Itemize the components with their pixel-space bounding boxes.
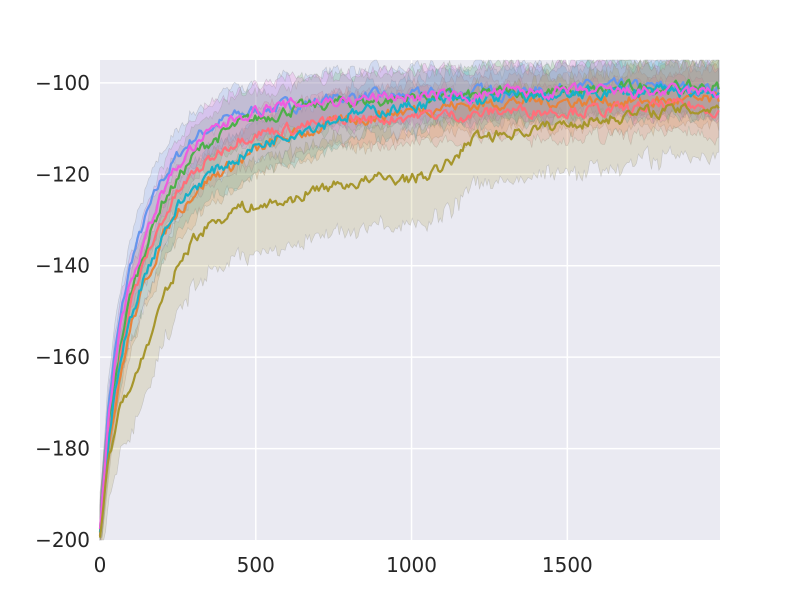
y-tick-label: −160 — [35, 345, 90, 369]
series-line-5 — [98, 82, 720, 529]
series-line-2 — [98, 91, 720, 536]
x-tick-label: 1500 — [542, 553, 593, 577]
y-tick-label: −180 — [35, 437, 90, 461]
x-tick-label: 0 — [94, 553, 107, 577]
y-axis-ticks: −200 −180 −160 −140 −120 −100 — [35, 71, 90, 552]
series-band-2 — [99, 62, 720, 541]
y-tick-label: −120 — [35, 162, 90, 186]
series-line-6 — [98, 102, 720, 538]
x-tick-label: 500 — [237, 553, 275, 577]
x-axis-ticks: 0 500 1000 1500 — [94, 553, 593, 577]
y-tick-label: −200 — [35, 528, 90, 552]
series-lines — [98, 77, 720, 538]
x-tick-label: 1000 — [386, 553, 437, 577]
series-line-3 — [98, 97, 720, 533]
series-band-6 — [99, 59, 720, 541]
y-tick-label: −100 — [35, 71, 90, 95]
grid-lines — [100, 60, 720, 540]
series-band-3 — [99, 71, 720, 542]
y-tick-label: −140 — [35, 254, 90, 278]
